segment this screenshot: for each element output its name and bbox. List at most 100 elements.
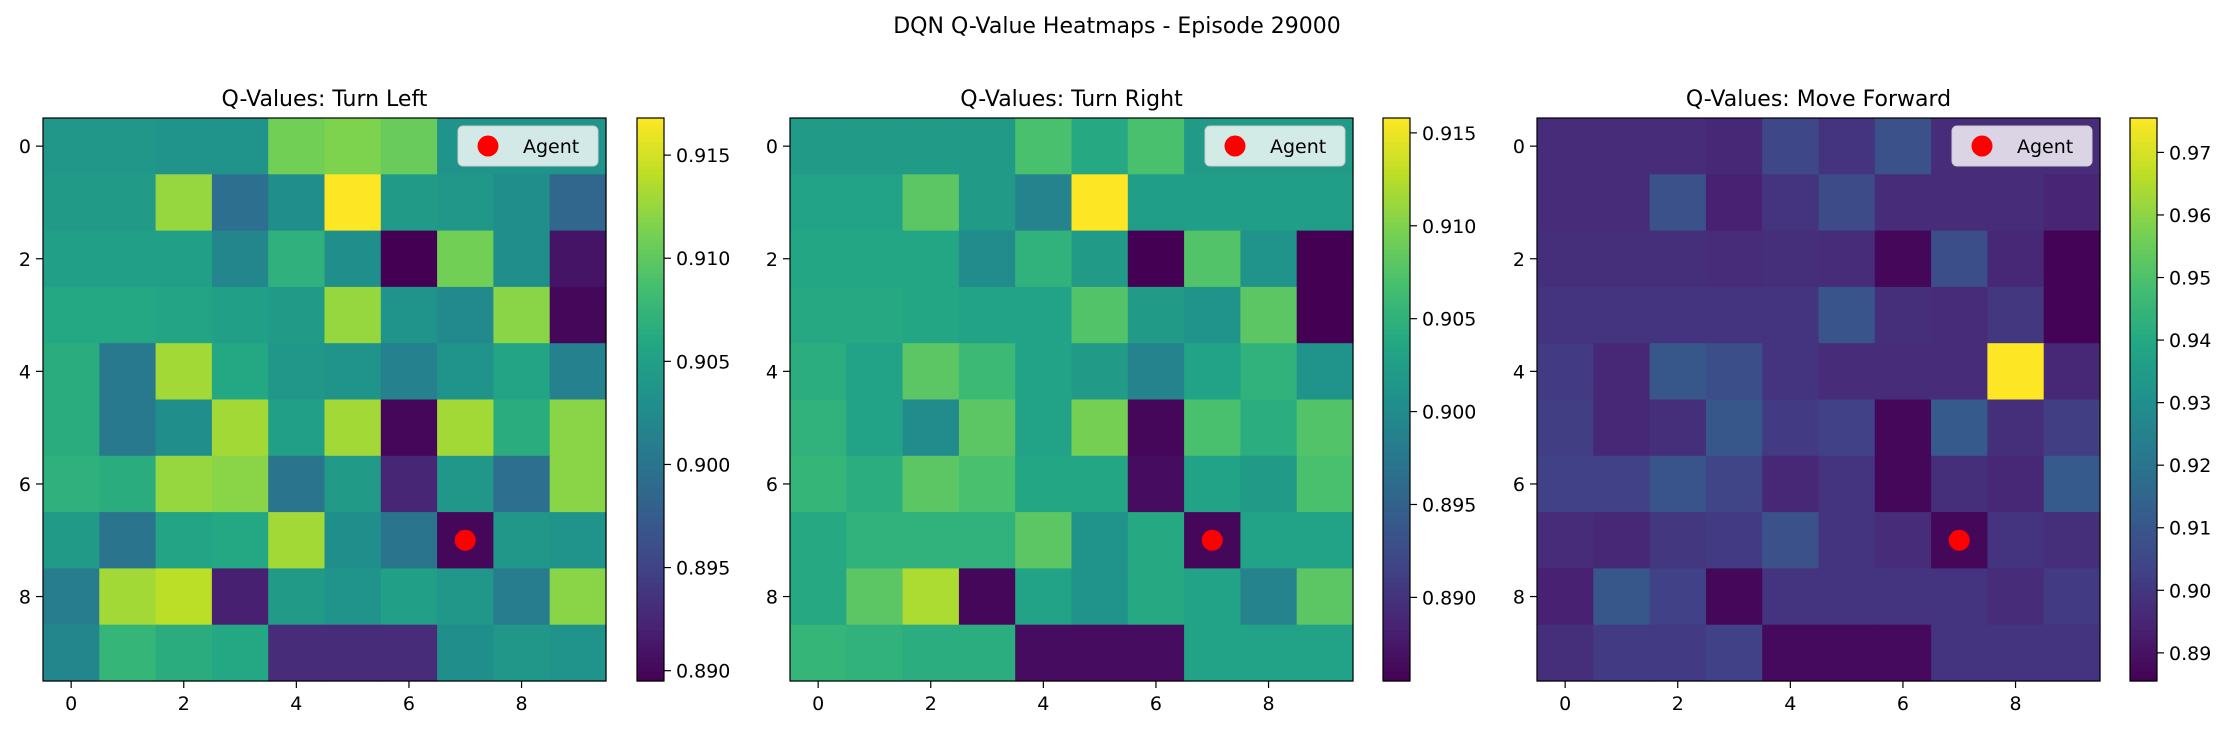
y-tick-label: 2 — [1513, 249, 1525, 271]
heatmap-cell — [1015, 399, 1073, 457]
heatmap-cell — [1931, 174, 1988, 232]
heatmap-cell — [1127, 343, 1185, 401]
colorbar-segment — [637, 413, 664, 419]
colorbar-segment — [637, 211, 664, 218]
heatmap-cell — [1537, 118, 1594, 175]
colorbar-segment — [637, 174, 664, 180]
heatmap-cell — [268, 399, 326, 457]
colorbar-segment — [637, 535, 664, 541]
heatmap-cell — [380, 118, 438, 175]
colorbar-segment — [1383, 441, 1410, 448]
colorbar-segment — [1383, 427, 1410, 433]
colorbar-segment — [2130, 347, 2157, 354]
colorbar-segment — [2130, 605, 2157, 612]
heatmap-cell — [958, 568, 1016, 626]
heatmap-cell — [2043, 568, 2101, 626]
colorbar-segment — [1383, 577, 1410, 584]
colorbar-segment — [637, 587, 664, 593]
heatmap-cell — [380, 286, 438, 344]
heatmap-cell — [437, 343, 494, 401]
heatmap-cell — [549, 174, 607, 232]
heatmap-cell — [380, 624, 438, 682]
heatmap-cell — [493, 399, 551, 457]
heatmap-cell — [155, 343, 213, 401]
colorbar-segment — [2130, 207, 2157, 213]
heatmap-cell — [1649, 174, 1707, 232]
colorbar-segment — [2130, 235, 2157, 241]
heatmap-cell — [211, 174, 269, 232]
heatmap-cell — [493, 455, 551, 513]
colorbar-segment — [2130, 178, 2157, 185]
colorbar-segment — [637, 164, 664, 171]
colorbar-segment — [1383, 465, 1410, 471]
heatmap-cell — [493, 286, 551, 344]
colorbar-segment — [1383, 596, 1410, 602]
heatmap-cell — [1127, 286, 1185, 344]
colorbar-segment — [1383, 197, 1410, 204]
colorbar-segment — [2130, 563, 2157, 569]
heatmap-cell — [1931, 230, 1988, 288]
colorbar-segment — [1383, 474, 1410, 480]
colorbar-segment — [1383, 399, 1410, 405]
colorbar-segment — [1383, 127, 1410, 133]
colorbar-segment — [1383, 591, 1410, 598]
colorbar-segment — [637, 132, 664, 138]
colorbar-segment — [2130, 676, 2157, 682]
colorbar-segment — [2130, 132, 2157, 138]
heatmap-cell — [437, 399, 494, 457]
colorbar-segment — [2130, 568, 2157, 574]
heatmap-cell — [1705, 343, 1763, 401]
colorbar-segment — [2130, 305, 2157, 311]
heatmap-cell — [1705, 455, 1763, 513]
colorbar-segment — [1383, 516, 1410, 523]
colorbar-segment — [2130, 624, 2157, 630]
colorbar-segment — [1383, 624, 1410, 630]
heatmap-cell — [958, 118, 1016, 175]
colorbar-segment — [637, 225, 664, 232]
heatmap-cell — [155, 568, 213, 626]
heatmap-cell — [1705, 568, 1763, 626]
colorbar: 0.890 0.895 0.900 0.905 0.910 0.915 — [1382, 117, 1476, 682]
colorbar-tick-label: 0.905 — [1422, 309, 1476, 331]
heatmap-cell — [1762, 343, 1820, 401]
colorbar-segment — [2130, 296, 2157, 302]
colorbar-segment — [2130, 291, 2157, 297]
heatmap-cell — [1874, 230, 1932, 288]
colorbar-segment — [637, 136, 664, 143]
colorbar-segment — [1383, 610, 1410, 616]
colorbar-segment — [1383, 526, 1410, 532]
colorbar-segment — [2130, 422, 2157, 429]
heatmap-cell — [1015, 174, 1073, 232]
colorbar-segment — [2130, 432, 2157, 438]
heatmap-cell — [1762, 286, 1820, 344]
heatmap-cell — [790, 399, 847, 457]
legend-marker — [1971, 135, 1993, 157]
heatmap-cell — [790, 343, 847, 401]
heatmap-cell — [1762, 399, 1820, 457]
colorbar-segment — [1383, 437, 1410, 443]
colorbar-tick-label: 0.92 — [2169, 455, 2211, 477]
y-tick-label: 4 — [19, 361, 31, 383]
heatmap-cell — [324, 230, 382, 288]
heatmap-cell — [1296, 624, 1354, 682]
colorbar-segment — [637, 493, 664, 499]
heatmap-cell — [2043, 455, 2101, 513]
heatmap-cell — [1818, 399, 1876, 457]
heatmap-cell — [437, 568, 494, 626]
colorbar-segment — [637, 329, 664, 335]
heatmap-cell — [1240, 455, 1298, 513]
colorbar-segment — [2130, 146, 2157, 152]
heatmap-cell — [1537, 230, 1594, 288]
x-tick-label: 0 — [1559, 693, 1571, 715]
heatmap-cell — [1127, 174, 1185, 232]
colorbar-segment — [637, 577, 664, 584]
heatmap-cell — [155, 624, 213, 682]
colorbar-segment — [637, 202, 664, 208]
colorbar-segment — [637, 568, 664, 574]
heatmap-cell — [1931, 343, 1988, 401]
colorbar-segment — [2130, 390, 2157, 396]
heatmap-cell — [1818, 624, 1876, 682]
colorbar-segment — [2130, 118, 2157, 124]
colorbar-segment — [1383, 329, 1410, 335]
colorbar-segment — [2130, 634, 2157, 640]
